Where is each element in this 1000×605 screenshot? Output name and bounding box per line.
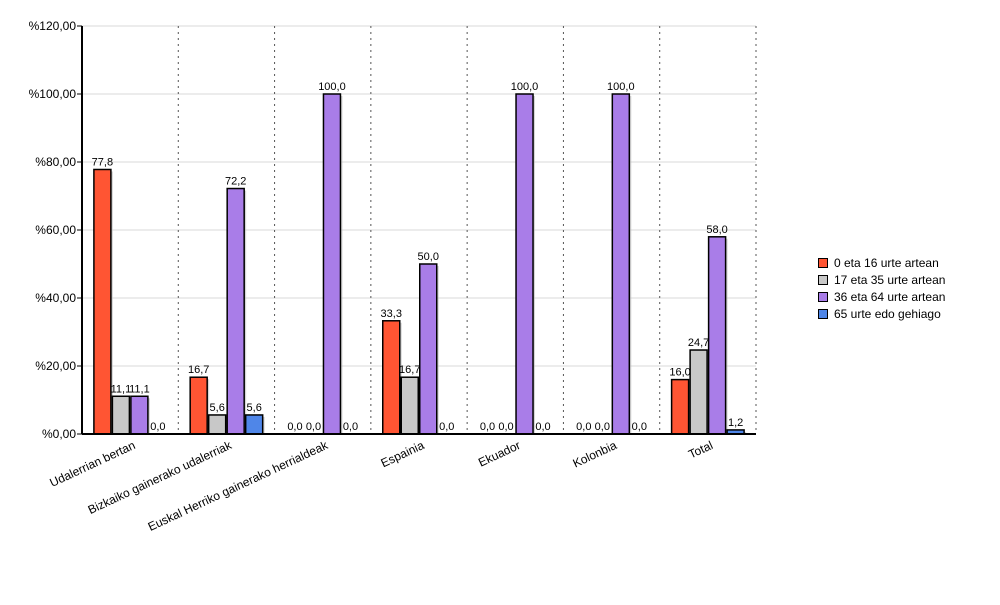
data-label: 77,8 [92,156,113,168]
data-label: 0,0 [498,421,513,433]
data-label: 0,0 [439,421,454,433]
y-tick-label: %40,00 [35,291,76,305]
data-label: 0,0 [150,421,165,433]
legend-item: 17 eta 35 urte artean [818,271,945,288]
data-label: 16,7 [399,364,420,376]
bar [244,414,264,435]
data-label: 33,3 [381,308,402,320]
data-label: 24,7 [688,337,709,349]
data-label: 0,0 [535,421,550,433]
data-label: 16,0 [669,367,690,379]
data-label: 100,0 [318,81,346,93]
data-label: 0,0 [287,421,302,433]
x-tick-label: Espainia [379,438,427,470]
y-tick-label: %20,00 [35,359,76,373]
data-label: 100,0 [511,81,539,93]
y-tick-label: %60,00 [35,223,76,237]
legend-swatch [818,308,828,319]
legend-label: 17 eta 35 urte artean [834,272,946,287]
bar [419,263,438,435]
data-label: 5,6 [247,402,262,414]
legend-item: 65 urte edo gehiago [818,305,945,322]
legend-item: 36 eta 64 urte artean [818,288,945,305]
data-label: 100,0 [607,81,635,93]
bar [189,376,208,435]
bar [322,93,342,435]
bar [111,395,131,435]
x-tick-label: Ekuador [476,438,522,470]
x-tick-label: Total [686,438,715,461]
x-tick-label: Euskal Herriko gainerako herrialdeak [146,438,331,534]
data-label: 72,2 [225,176,246,188]
legend-swatch [818,257,828,268]
legend-label: 0 eta 16 urte artean [834,255,939,270]
bar [382,320,401,435]
data-label: 0,0 [576,421,591,433]
data-label: 0,0 [595,421,610,433]
bar [515,93,534,435]
data-label: 1,2 [728,417,743,429]
data-label: 11,1 [111,383,132,395]
y-tick-label: %100,00 [29,87,77,101]
bar [207,414,227,435]
legend-swatch [818,291,828,302]
bar [93,168,112,435]
y-tick-label: %120,00 [29,19,77,33]
data-label: 58,0 [706,224,727,236]
data-label: 0,0 [343,421,358,433]
data-label: 0,0 [632,421,647,433]
data-label: 16,7 [188,364,209,376]
bar [707,236,727,435]
bar [130,395,149,435]
data-label: 11,1 [129,383,150,395]
legend-label: 65 urte edo gehiago [834,306,941,321]
data-label: 50,0 [418,251,439,263]
data-label: 0,0 [480,421,495,433]
legend-item: 0 eta 16 urte artean [818,254,945,271]
bar [400,376,419,435]
data-label: 5,6 [210,402,225,414]
bar [226,187,245,435]
bar [611,93,631,435]
y-tick-label: %0,00 [42,427,76,441]
x-tick-label: Udalerrian bertan [47,438,137,490]
y-tick-label: %80,00 [35,155,76,169]
x-tick-label: Kolonbia [571,438,620,471]
legend-swatch [818,274,828,285]
bar [670,378,690,435]
legend-label: 36 eta 64 urte artean [834,289,946,304]
legend: 0 eta 16 urte artean 17 eta 35 urte artea… [818,254,945,322]
bar [689,349,708,435]
data-label: 0,0 [306,421,321,433]
